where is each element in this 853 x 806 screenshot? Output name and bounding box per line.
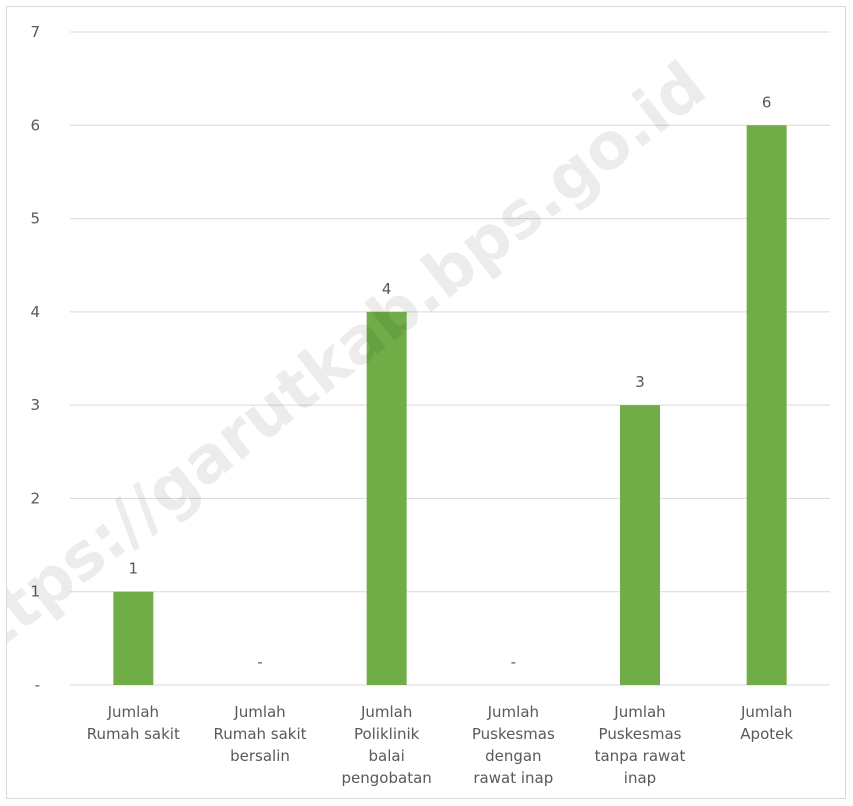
x-tick-label-line: Rumah sakit [213, 725, 306, 743]
x-tick-label: Jumlah Apotek [740, 703, 793, 743]
x-tick-label-line: Apotek [740, 725, 793, 743]
bar [746, 125, 787, 686]
x-tick-label-line: pengobatan [342, 769, 432, 787]
x-tick-label: Jumlah Puskesmas dengan rawat inap [472, 703, 555, 787]
x-tick-label-line: Jumlah [487, 703, 539, 721]
data-label: - [257, 653, 262, 671]
bar-chart: - 1 2 3 4 5 6 7 1 - 4 - 3 6 Jumlah Rumah sakit Jumlah R… [0, 23, 830, 787]
x-tick-label: Jumlah Rumah sakit [87, 703, 180, 743]
x-tick-label-line: Puskesmas [472, 725, 555, 743]
x-tick-label-line: Jumlah [107, 703, 159, 721]
x-tick-label-line: dengan [485, 747, 541, 765]
x-axis-ticks: Jumlah Rumah sakit Jumlah Rumah sakit bersal… [87, 703, 794, 787]
chart-frame: - 1 2 3 4 5 6 7 1 - 4 - 3 6 Jumlah Rumah sakit Jumlah R… [0, 6, 846, 799]
data-label: 1 [129, 560, 139, 578]
x-tick-label: Jumlah Rumah sakit bersalin [213, 703, 306, 765]
bar [620, 405, 660, 685]
y-tick-label: 2 [30, 489, 40, 507]
bar [113, 591, 154, 685]
y-axis-ticks: - 1 2 3 4 5 6 7 [30, 23, 40, 694]
x-tick-label-line: Rumah sakit [87, 725, 180, 743]
data-label: - [511, 653, 516, 671]
x-tick-label-line: Jumlah [360, 703, 412, 721]
y-tick-label: 4 [30, 303, 40, 321]
x-tick-label: Jumlah Puskesmas tanpa rawat inap [595, 703, 686, 787]
x-tick-label-line: Puskesmas [599, 725, 682, 743]
y-tick-label: 6 [30, 116, 40, 134]
x-tick-label-line: tanpa rawat [595, 747, 686, 765]
data-label: 6 [762, 93, 772, 111]
x-tick-label-line: bersalin [230, 747, 290, 765]
x-tick-label-line: Jumlah [233, 703, 285, 721]
x-tick-label: Jumlah Poliklinik balai pengobatan [342, 703, 432, 787]
y-tick-label: - [35, 676, 40, 694]
data-label: 3 [635, 373, 645, 391]
x-tick-label-line: Jumlah [613, 703, 665, 721]
y-tick-label: 7 [30, 23, 40, 41]
data-label: 4 [382, 280, 392, 298]
y-tick-label: 3 [30, 396, 40, 414]
x-tick-label-line: balai [369, 747, 405, 765]
bars [113, 125, 787, 686]
gridlines [70, 31, 830, 686]
bar [366, 311, 407, 685]
x-tick-label-line: inap [624, 769, 656, 787]
y-tick-label: 5 [30, 210, 40, 228]
x-tick-label-line: Poliklinik [354, 725, 420, 743]
x-tick-label-line: Jumlah [740, 703, 792, 721]
data-labels: 1 - 4 - 3 6 [129, 93, 772, 671]
x-tick-label-line: rawat inap [473, 769, 553, 787]
y-tick-label: 1 [30, 583, 40, 601]
